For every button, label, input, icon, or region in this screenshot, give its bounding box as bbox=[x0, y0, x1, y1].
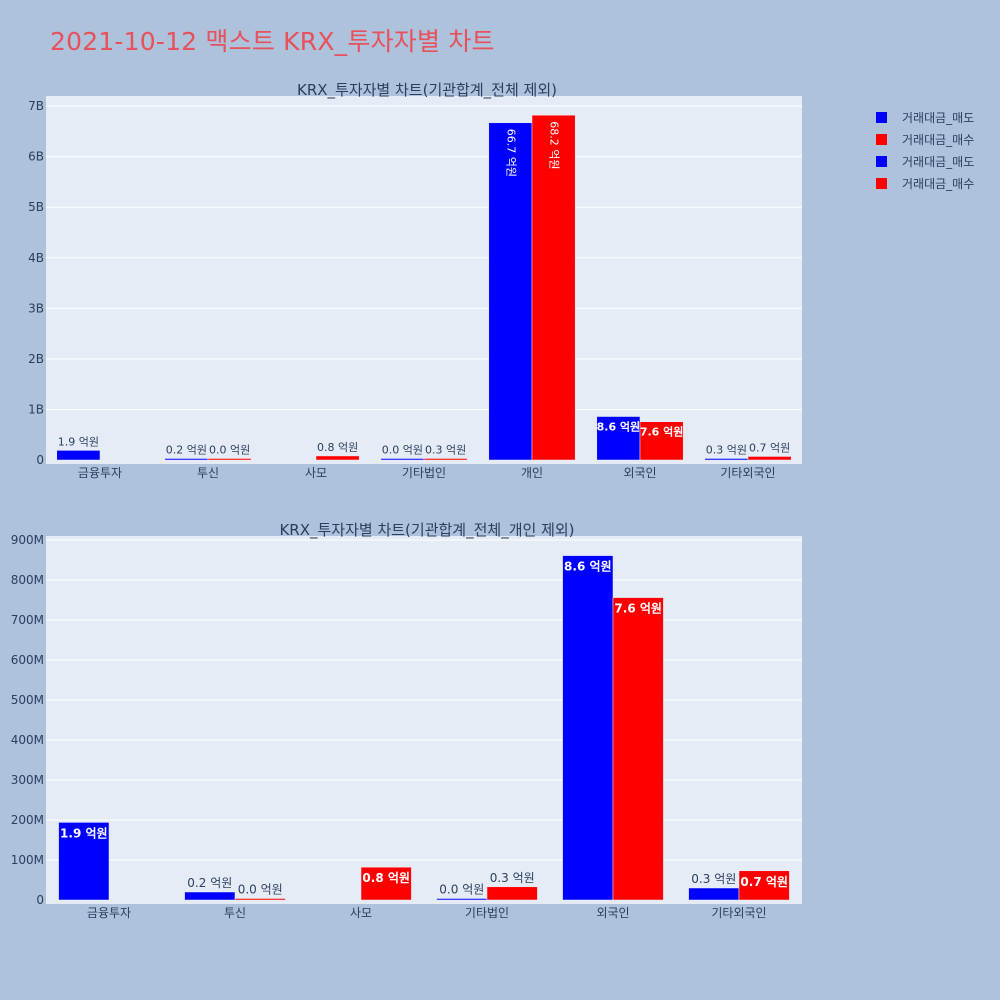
y-tick-label: 300M bbox=[11, 773, 44, 787]
data-label: 8.6 억원 bbox=[597, 420, 641, 434]
bar[interactable] bbox=[56, 450, 101, 461]
data-label: 0.0 억원 bbox=[382, 444, 423, 457]
data-label: 8.6 억원 bbox=[564, 560, 612, 574]
data-label: 0.3 억원 bbox=[691, 872, 736, 886]
y-tick-label: 900M bbox=[11, 533, 44, 547]
chart-panel-top: KRX_투자자별 차트(기관합계_전체 제외) 0 1B 2B 3B 4B 5B 6B 7B 금융… bbox=[28, 81, 802, 480]
legend-item[interactable]: 거래대금_매도 bbox=[876, 150, 974, 172]
y-tick-label: 200M bbox=[11, 813, 44, 827]
bar[interactable] bbox=[58, 822, 110, 901]
data-label: 1.9 억원 bbox=[58, 435, 99, 448]
bar[interactable] bbox=[423, 458, 468, 461]
y-tick-label: 500M bbox=[11, 693, 44, 707]
y-tick-label: 2B bbox=[28, 352, 44, 366]
data-label: 0.0 억원 bbox=[209, 444, 250, 457]
bar[interactable] bbox=[738, 870, 790, 901]
bar[interactable] bbox=[436, 898, 488, 901]
data-label: 7.6 억원 bbox=[614, 602, 662, 616]
bar[interactable] bbox=[688, 887, 740, 901]
legend-item[interactable]: 거래대금_매수 bbox=[876, 128, 974, 150]
legend-label: 거래대금_매도 bbox=[902, 154, 975, 169]
x-tick-label: 투신 bbox=[224, 906, 246, 920]
data-label: 0.0 억원 bbox=[238, 883, 283, 897]
y-tick-label: 5B bbox=[28, 200, 44, 214]
y-tick-label: 600M bbox=[11, 653, 44, 667]
y-tick-label: 7B bbox=[28, 99, 44, 113]
data-label: 1.9 억원 bbox=[60, 826, 108, 840]
legend-label: 거래대금_매수 bbox=[902, 176, 975, 191]
x-tick-label: 사모 bbox=[305, 466, 327, 480]
x-tick-label: 투신 bbox=[197, 466, 219, 480]
legend: 거래대금_매도 거래대금_매수 거래대금_매도 거래대금_매수 bbox=[876, 106, 974, 194]
data-label: 0.8 억원 bbox=[362, 871, 410, 885]
data-label: 0.3 억원 bbox=[490, 871, 535, 885]
bar[interactable] bbox=[639, 421, 684, 461]
x-tick-label: 기타법인 bbox=[402, 466, 446, 480]
data-label: 0.3 억원 bbox=[706, 443, 747, 456]
bar[interactable] bbox=[207, 458, 252, 461]
legend-swatch bbox=[876, 177, 887, 189]
bar[interactable] bbox=[184, 891, 236, 901]
x-tick-label: 금융투자 bbox=[87, 906, 131, 920]
bar[interactable] bbox=[234, 898, 286, 901]
legend-label: 거래대금_매수 bbox=[902, 132, 975, 147]
y-tick-label: 3B bbox=[28, 301, 44, 315]
data-label: 0.7 억원 bbox=[740, 875, 788, 889]
y-tick-label: 6B bbox=[28, 150, 44, 164]
data-label: 0.8 억원 bbox=[317, 441, 358, 454]
data-label: 0.2 억원 bbox=[166, 444, 207, 457]
chart-title: KRX_투자자별 차트(기관합계_전체 제외) bbox=[297, 81, 557, 100]
data-label: 68.2 억원 bbox=[548, 121, 561, 169]
legend-swatch bbox=[876, 111, 887, 123]
bar[interactable] bbox=[531, 114, 576, 461]
x-tick-label: 개인 bbox=[521, 466, 543, 480]
x-tick-label: 기타외국인 bbox=[711, 906, 766, 920]
plot-area bbox=[46, 96, 802, 464]
legend-swatch bbox=[876, 155, 887, 167]
y-tick-label: 800M bbox=[11, 573, 44, 587]
y-tick-label: 1B bbox=[28, 402, 44, 416]
bar[interactable] bbox=[360, 866, 412, 901]
chart-title: KRX_투자자별 차트(기관합계_전체_개인 제외) bbox=[279, 521, 574, 540]
y-tick-label: 700M bbox=[11, 613, 44, 627]
data-label: 66.7 억원 bbox=[504, 129, 517, 177]
bar[interactable] bbox=[486, 886, 538, 901]
y-tick-label: 400M bbox=[11, 733, 44, 747]
y-tick-label: 4B bbox=[28, 251, 44, 265]
bar[interactable] bbox=[596, 416, 641, 461]
legend-item[interactable]: 거래대금_매수 bbox=[876, 172, 974, 194]
y-tick-label: 0 bbox=[36, 453, 44, 467]
data-label: 0.0 억원 bbox=[439, 883, 484, 897]
y-tick-label: 0 bbox=[36, 893, 44, 907]
bar[interactable] bbox=[315, 455, 360, 461]
x-tick-label: 외국인 bbox=[623, 466, 656, 480]
bar[interactable] bbox=[562, 555, 614, 901]
x-tick-label: 금융투자 bbox=[78, 466, 122, 480]
x-tick-label: 기타외국인 bbox=[720, 466, 775, 480]
legend-label: 거래대금_매도 bbox=[902, 110, 975, 125]
data-label: 0.3 억원 bbox=[425, 443, 466, 456]
data-label: 0.2 억원 bbox=[187, 876, 232, 890]
x-tick-label: 외국인 bbox=[596, 906, 629, 920]
x-tick-label: 사모 bbox=[350, 906, 372, 920]
plot-area bbox=[46, 536, 802, 904]
x-tick-label: 기타법인 bbox=[465, 906, 509, 920]
legend-swatch bbox=[876, 133, 887, 145]
bar[interactable] bbox=[488, 122, 533, 461]
page-title: 2021-10-12 맥스트 KRX_투자자별 차트 bbox=[50, 27, 495, 56]
data-label: 0.7 억원 bbox=[749, 441, 790, 454]
bar[interactable] bbox=[612, 597, 664, 901]
legend-item[interactable]: 거래대금_매도 bbox=[876, 106, 974, 128]
bar[interactable] bbox=[747, 456, 792, 461]
chart-panel-bottom: KRX_투자자별 차트(기관합계_전체_개인 제외) 0 100M 200M 300M 4… bbox=[11, 521, 802, 920]
data-label: 7.6 억원 bbox=[640, 425, 684, 439]
y-tick-label: 100M bbox=[11, 853, 44, 867]
